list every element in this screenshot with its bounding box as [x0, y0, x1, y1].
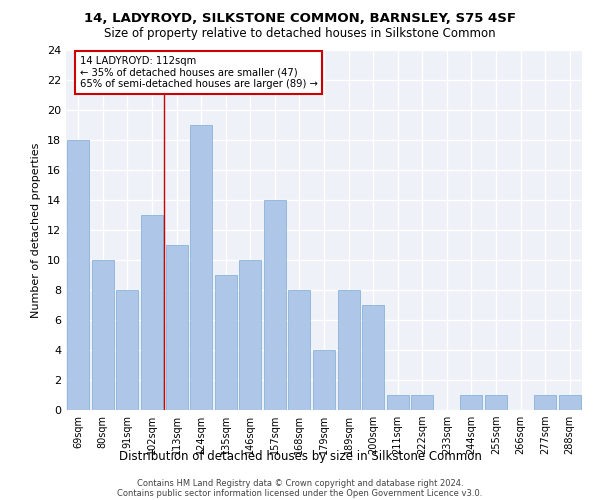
Bar	[313, 350, 335, 410]
Bar	[67, 140, 89, 410]
Bar	[411, 395, 433, 410]
Bar	[338, 290, 359, 410]
Bar	[239, 260, 262, 410]
Bar	[362, 305, 384, 410]
Bar	[141, 215, 163, 410]
Text: Size of property relative to detached houses in Silkstone Common: Size of property relative to detached ho…	[104, 28, 496, 40]
Text: Contains public sector information licensed under the Open Government Licence v3: Contains public sector information licen…	[118, 488, 482, 498]
Bar	[289, 290, 310, 410]
Y-axis label: Number of detached properties: Number of detached properties	[31, 142, 41, 318]
Text: Contains HM Land Registry data © Crown copyright and database right 2024.: Contains HM Land Registry data © Crown c…	[137, 478, 463, 488]
Bar	[116, 290, 139, 410]
Bar	[534, 395, 556, 410]
Bar	[215, 275, 237, 410]
Bar	[92, 260, 114, 410]
Bar	[166, 245, 188, 410]
Bar	[386, 395, 409, 410]
Bar	[190, 125, 212, 410]
Bar	[485, 395, 507, 410]
Text: Distribution of detached houses by size in Silkstone Common: Distribution of detached houses by size …	[119, 450, 481, 463]
Bar	[264, 200, 286, 410]
Bar	[559, 395, 581, 410]
Text: 14 LADYROYD: 112sqm
← 35% of detached houses are smaller (47)
65% of semi-detach: 14 LADYROYD: 112sqm ← 35% of detached ho…	[80, 56, 317, 89]
Bar	[460, 395, 482, 410]
Text: 14, LADYROYD, SILKSTONE COMMON, BARNSLEY, S75 4SF: 14, LADYROYD, SILKSTONE COMMON, BARNSLEY…	[84, 12, 516, 26]
